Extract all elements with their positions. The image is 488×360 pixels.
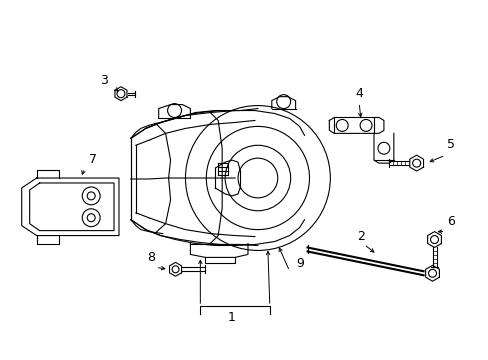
Text: 8: 8 xyxy=(146,251,154,264)
Text: 2: 2 xyxy=(356,230,364,243)
Text: 1: 1 xyxy=(228,311,236,324)
Text: 5: 5 xyxy=(447,138,454,151)
Text: 3: 3 xyxy=(100,74,108,87)
Text: 9: 9 xyxy=(296,257,304,270)
Text: 7: 7 xyxy=(89,153,97,166)
Text: 4: 4 xyxy=(354,87,362,100)
Text: 6: 6 xyxy=(447,215,454,228)
